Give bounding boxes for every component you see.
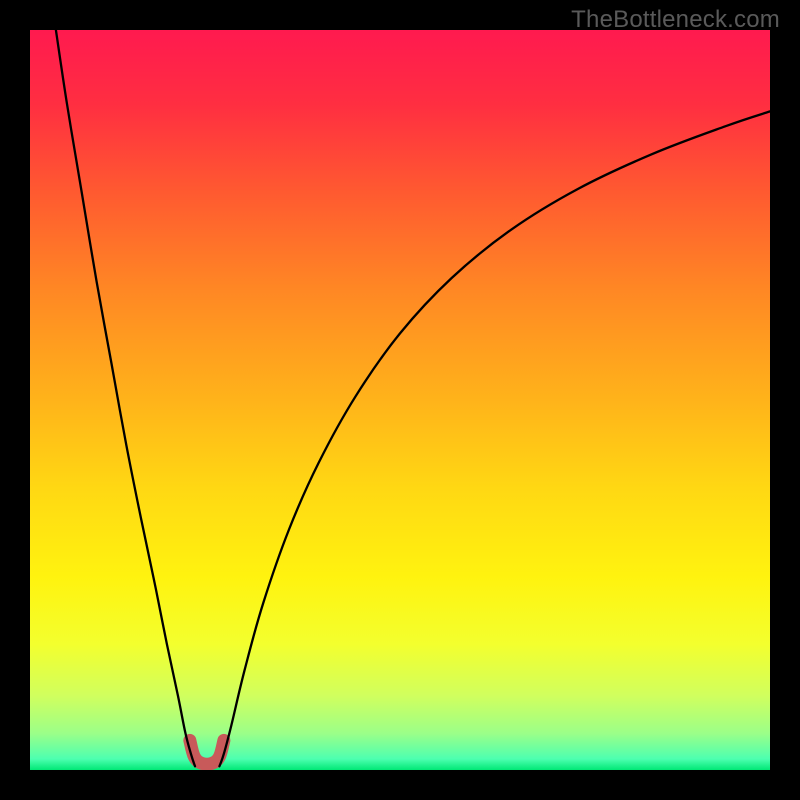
chart-frame: TheBottleneck.com	[0, 0, 800, 800]
gradient-background	[30, 30, 770, 770]
chart-svg	[30, 30, 770, 770]
plot-area	[30, 30, 770, 770]
